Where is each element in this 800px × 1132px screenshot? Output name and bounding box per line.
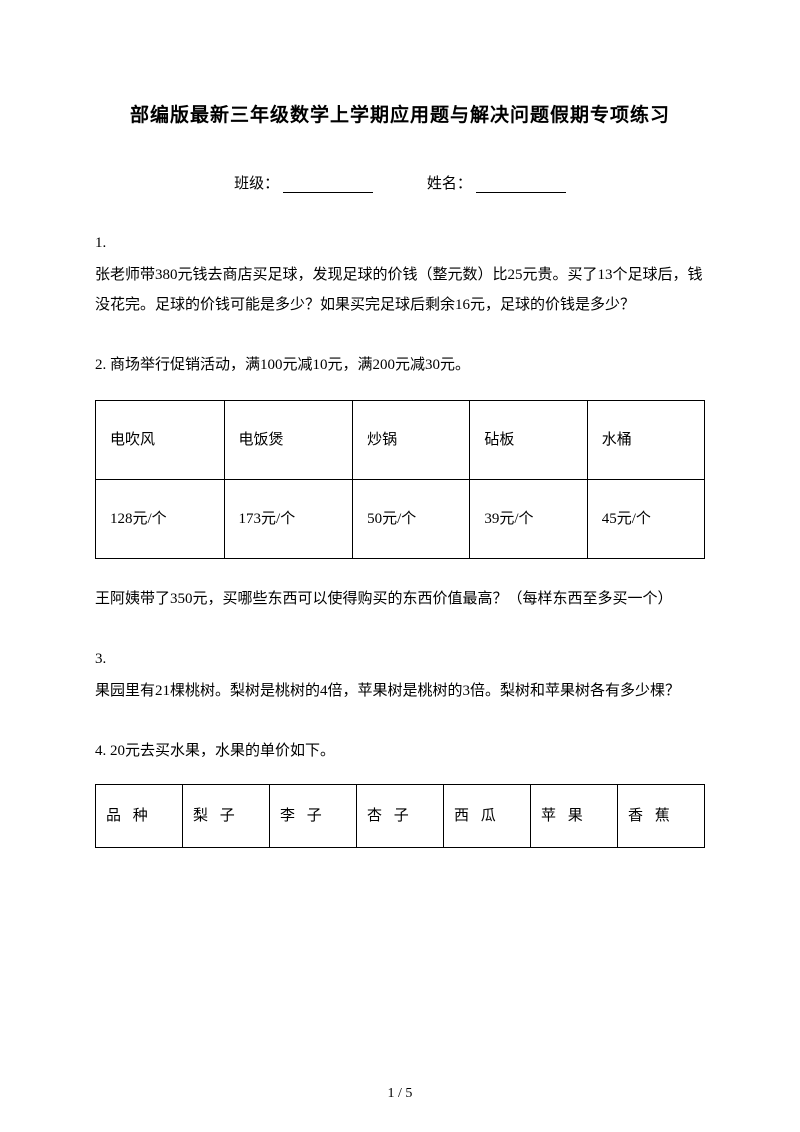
q1-number: 1. xyxy=(95,228,705,258)
table-cell: 173元/个 xyxy=(224,480,353,559)
table-cell: 电饭煲 xyxy=(224,401,353,480)
table-cell: 香 蕉 xyxy=(618,785,705,848)
table-cell: 水桶 xyxy=(587,401,704,480)
question-1: 1. 张老师带380元钱去商店买足球，发现足球的价钱（整元数）比25元贵。买了1… xyxy=(95,228,705,320)
table-cell: 炒锅 xyxy=(353,401,470,480)
q4-number-text: 4. 20元去买水果，水果的单价如下。 xyxy=(95,736,705,766)
table-cell: 45元/个 xyxy=(587,480,704,559)
q2-followup: 王阿姨带了350元，买哪些东西可以使得购买的东西价值最高？（每样东西至多买一个） xyxy=(95,584,705,614)
table-cell: 西 瓜 xyxy=(444,785,531,848)
q2-number-text: 2. 商场举行促销活动，满100元减10元，满200元减30元。 xyxy=(95,350,705,380)
q3-number: 3. xyxy=(95,644,705,674)
q2-table: 电吹风 电饭煲 炒锅 砧板 水桶 128元/个 173元/个 50元/个 39元… xyxy=(95,400,705,559)
table-cell: 苹 果 xyxy=(531,785,618,848)
table-row: 128元/个 173元/个 50元/个 39元/个 45元/个 xyxy=(96,480,705,559)
q4-table: 品 种 梨 子 李 子 杏 子 西 瓜 苹 果 香 蕉 xyxy=(95,784,705,848)
page-footer: 1 / 5 xyxy=(0,1086,800,1102)
table-row: 品 种 梨 子 李 子 杏 子 西 瓜 苹 果 香 蕉 xyxy=(96,785,705,848)
name-label: 姓名： xyxy=(427,176,472,192)
question-3: 3. 果园里有21棵桃树。梨树是桃树的4倍，苹果树是桃树的3倍。梨树和苹果树各有… xyxy=(95,644,705,706)
class-label: 班级： xyxy=(234,176,279,192)
table-cell: 杏 子 xyxy=(357,785,444,848)
table-cell: 品 种 xyxy=(96,785,183,848)
table-cell: 李 子 xyxy=(270,785,357,848)
class-blank xyxy=(283,192,373,193)
table-cell: 39元/个 xyxy=(470,480,587,559)
q1-text: 张老师带380元钱去商店买足球，发现足球的价钱（整元数）比25元贵。买了13个足… xyxy=(95,260,705,320)
student-info-line: 班级： 姓名： xyxy=(95,172,705,193)
question-2: 2. 商场举行促销活动，满100元减10元，满200元减30元。 电吹风 电饭煲… xyxy=(95,350,705,614)
table-cell: 砧板 xyxy=(470,401,587,480)
table-cell: 128元/个 xyxy=(96,480,225,559)
question-4: 4. 20元去买水果，水果的单价如下。 品 种 梨 子 李 子 杏 子 西 瓜 … xyxy=(95,736,705,848)
name-blank xyxy=(476,192,566,193)
table-cell: 梨 子 xyxy=(183,785,270,848)
page-title: 部编版最新三年级数学上学期应用题与解决问题假期专项练习 xyxy=(95,100,705,127)
table-cell: 50元/个 xyxy=(353,480,470,559)
q3-text: 果园里有21棵桃树。梨树是桃树的4倍，苹果树是桃树的3倍。梨树和苹果树各有多少棵… xyxy=(95,676,705,706)
table-cell: 电吹风 xyxy=(96,401,225,480)
table-row: 电吹风 电饭煲 炒锅 砧板 水桶 xyxy=(96,401,705,480)
